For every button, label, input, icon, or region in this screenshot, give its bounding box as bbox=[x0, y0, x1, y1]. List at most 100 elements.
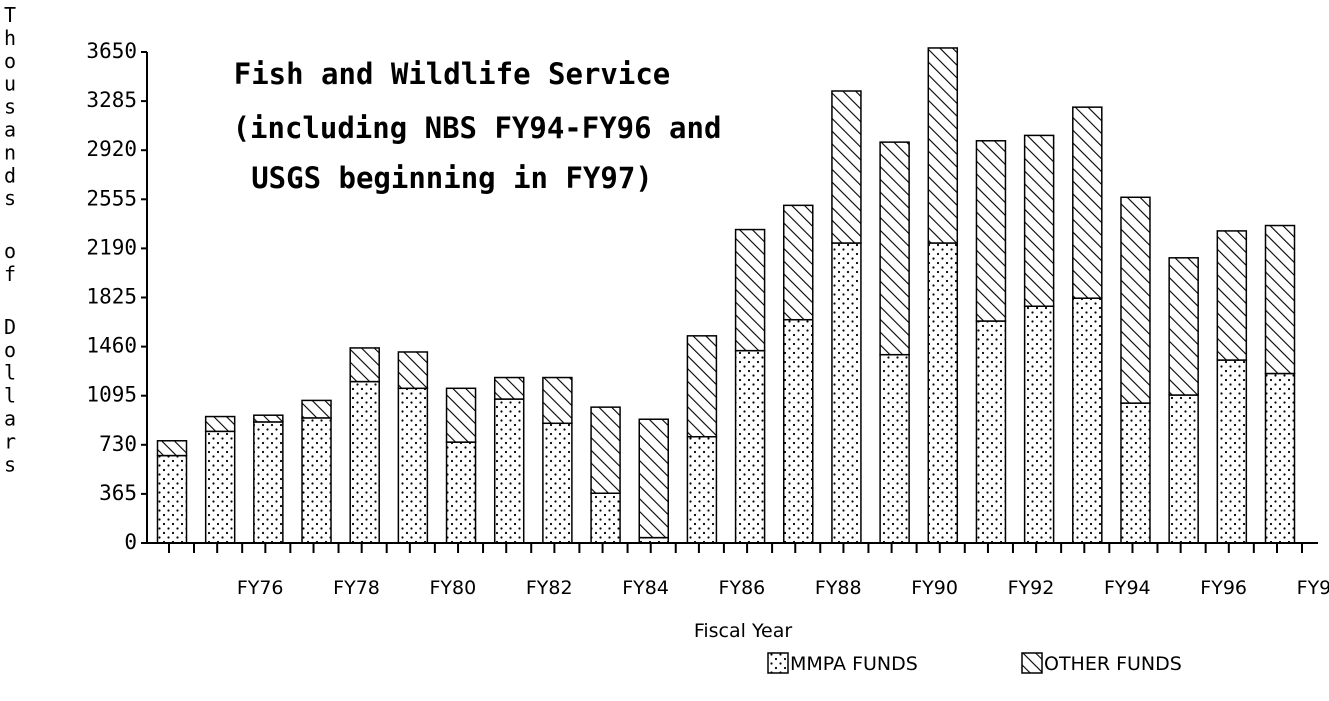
bar-mmpa-funds-fy76 bbox=[204, 430, 236, 544]
y-tick-label: 2190 bbox=[86, 235, 137, 259]
y-axis-label-letter: T bbox=[4, 3, 16, 27]
bar-other-funds-fy79 bbox=[349, 347, 380, 383]
y-axis-label-letter: a bbox=[4, 118, 16, 142]
bar-mmpa-funds-fy92 bbox=[975, 320, 1007, 544]
y-axis-ticks: 0 365 730 1095 1460 1825 2190 2555 2920 3285 3650 bbox=[86, 39, 147, 554]
bar-other-funds-fy97 bbox=[1216, 230, 1248, 361]
y-tick-label: 2920 bbox=[86, 137, 137, 161]
y-axis-label-letter: o bbox=[4, 49, 16, 73]
bar-mmpa-funds-fy97 bbox=[1216, 359, 1248, 544]
y-axis-label-letter: l bbox=[4, 384, 16, 408]
bar-mmpa-funds-fy89 bbox=[831, 242, 862, 544]
x-tick-label-fy80: FY80 bbox=[430, 577, 477, 599]
bar-other-funds-fy75 bbox=[156, 440, 188, 457]
legend-swatch-mmpa bbox=[767, 652, 789, 674]
x-tick-label-fy78: FY78 bbox=[333, 577, 380, 599]
y-tick-label: 0 bbox=[124, 530, 137, 554]
x-axis-ticks: FY76 FY78 FY80 FY82 FY84 FY86 FY88 FY90 FY92 FY94… bbox=[168, 543, 1329, 599]
x-tick-label-fy76: FY76 bbox=[237, 577, 284, 599]
bar-other-funds-fy77 bbox=[253, 414, 284, 423]
y-axis-label-letter: h bbox=[4, 26, 16, 50]
bar-mmpa-funds-fy78 bbox=[301, 417, 332, 544]
bar-mmpa-funds-fy82 bbox=[493, 398, 525, 544]
y-axis-label-letter: s bbox=[4, 186, 16, 210]
chart-title-line-3: USGS beginning in FY97) bbox=[251, 161, 653, 195]
bar-other-funds-fy93 bbox=[1023, 134, 1055, 307]
bar-other-funds-fy84 bbox=[590, 406, 621, 494]
y-axis-label-letter: o bbox=[4, 239, 16, 263]
bar-other-funds-fy88 bbox=[783, 204, 814, 321]
bar-mmpa-funds-fy93 bbox=[1023, 305, 1055, 544]
x-tick-label-fy88: FY88 bbox=[815, 577, 862, 599]
bar-other-funds-fy95 bbox=[1120, 196, 1151, 404]
x-tick-label-fy84: FY84 bbox=[622, 577, 669, 599]
bar-other-funds-fy82 bbox=[493, 376, 525, 400]
x-tick-label-fy92: FY92 bbox=[1008, 577, 1055, 599]
bar-other-funds-fy81 bbox=[445, 387, 477, 443]
bar-mmpa-funds-fy87 bbox=[734, 349, 766, 544]
y-axis-label-letter: o bbox=[4, 338, 16, 362]
bar-mmpa-funds-fy81 bbox=[445, 441, 477, 544]
chart-title-line-1: Fish and Wildlife Service bbox=[234, 57, 671, 91]
y-tick-label: 3285 bbox=[86, 88, 137, 112]
bar-other-funds-fy92 bbox=[975, 140, 1007, 322]
x-tick-label-fy90: FY90 bbox=[911, 577, 958, 599]
bars-group bbox=[156, 47, 1296, 544]
y-axis-label-letter: D bbox=[4, 315, 16, 339]
bar-other-funds-fy86 bbox=[686, 335, 718, 438]
bar-mmpa-funds-fy75 bbox=[156, 454, 188, 544]
bar-mmpa-funds-fy84 bbox=[590, 492, 621, 544]
legend-label-mmpa: MMPA FUNDS bbox=[790, 653, 918, 675]
y-axis-label-letter: s bbox=[4, 452, 16, 476]
bar-other-funds-fy94 bbox=[1072, 106, 1103, 299]
y-tick-label: 3650 bbox=[86, 39, 137, 63]
y-axis-label-letter: l bbox=[4, 361, 16, 385]
bar-other-funds-fy83 bbox=[542, 376, 573, 425]
y-tick-label: 365 bbox=[99, 481, 137, 505]
bar-other-funds-fy89 bbox=[831, 90, 862, 244]
bar-other-funds-fy96 bbox=[1168, 257, 1199, 396]
x-tick-label-fy94: FY94 bbox=[1104, 577, 1151, 599]
y-axis-label-letter: d bbox=[4, 163, 16, 187]
bar-mmpa-funds-fy94 bbox=[1072, 297, 1103, 544]
bar-other-funds-fy78 bbox=[301, 399, 332, 419]
bar-mmpa-funds-fy90 bbox=[879, 353, 910, 544]
bar-other-funds-fy85 bbox=[638, 418, 669, 539]
y-axis-label-letter: a bbox=[4, 407, 16, 431]
bar-mmpa-funds-fy86 bbox=[686, 435, 718, 544]
y-tick-label: 1460 bbox=[86, 334, 137, 358]
y-tick-label: 730 bbox=[99, 432, 137, 456]
bar-other-funds-fy87 bbox=[734, 228, 766, 352]
legend-swatch-other bbox=[1021, 652, 1043, 674]
bar-mmpa-funds-fy95 bbox=[1120, 402, 1151, 544]
y-axis-label-letter: n bbox=[4, 140, 16, 164]
y-axis-label-letter: r bbox=[4, 429, 16, 453]
chart-title-line-2: (including NBS FY94-FY96 and bbox=[233, 111, 722, 145]
bar-mmpa-funds-fy96 bbox=[1168, 394, 1199, 544]
bar-other-funds-fy76 bbox=[204, 415, 236, 433]
bar-mmpa-funds-fy83 bbox=[542, 422, 573, 544]
x-tick-label-fy98: FY98 bbox=[1297, 577, 1329, 599]
y-tick-label: 1825 bbox=[86, 285, 137, 309]
y-axis-label-letter: f bbox=[4, 262, 16, 286]
bar-mmpa-funds-fy77 bbox=[253, 421, 284, 544]
y-tick-label: 1095 bbox=[86, 383, 137, 407]
x-tick-label-fy82: FY82 bbox=[526, 577, 573, 599]
bar-mmpa-funds-fy98 bbox=[1264, 372, 1296, 544]
y-tick-label: 2555 bbox=[86, 186, 137, 210]
bar-mmpa-funds-fy88 bbox=[783, 318, 814, 544]
bar-other-funds-fy90 bbox=[879, 141, 910, 356]
x-axis-label: Fiscal Year bbox=[694, 620, 793, 642]
bar-other-funds-fy91 bbox=[927, 47, 959, 244]
x-tick-label-fy86: FY86 bbox=[719, 577, 766, 599]
bar-other-funds-fy98 bbox=[1264, 224, 1296, 375]
y-axis-label-letter: u bbox=[4, 72, 16, 96]
legend: MMPA FUNDS OTHER FUNDS bbox=[767, 652, 1182, 675]
x-tick-label-fy96: FY96 bbox=[1200, 577, 1247, 599]
bar-mmpa-funds-fy91 bbox=[927, 242, 959, 544]
bar-mmpa-funds-fy79 bbox=[349, 380, 380, 544]
bar-mmpa-funds-fy80 bbox=[397, 387, 429, 544]
bar-other-funds-fy80 bbox=[397, 351, 429, 390]
